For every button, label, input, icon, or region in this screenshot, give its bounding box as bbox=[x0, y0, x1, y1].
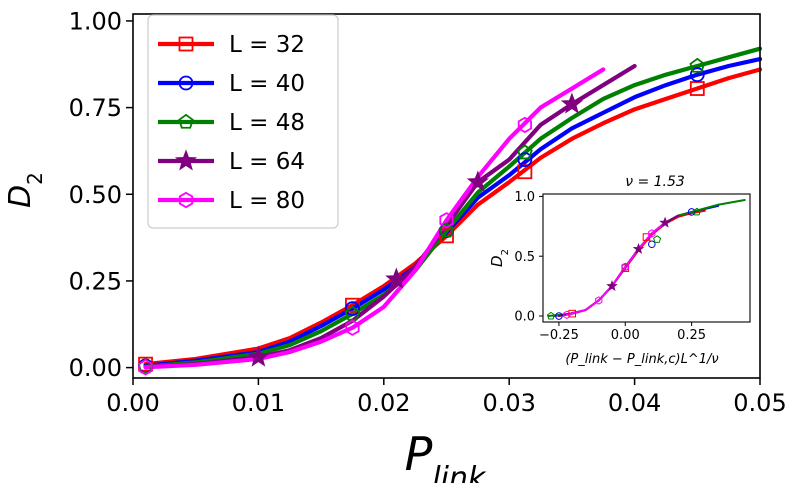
main-series-1-point bbox=[439, 228, 454, 244]
main-series-3-point bbox=[438, 222, 455, 238]
main-y-tick-label: 0.25 bbox=[69, 268, 122, 296]
legend: L = 32 L = 40 L = 48 L = 64 L = 80 bbox=[147, 14, 339, 229]
inset-y-tick-label: 0.0 bbox=[514, 310, 535, 325]
inset-series-4-point bbox=[659, 216, 671, 228]
inset-series-1-point bbox=[642, 233, 651, 241]
main-series-5-point bbox=[439, 212, 454, 229]
main-x-tick-label: 0.05 bbox=[733, 389, 786, 417]
inset-series-2-point bbox=[687, 208, 696, 216]
main-y-tick-label: 0.75 bbox=[69, 94, 122, 122]
inset-series-5-point bbox=[563, 310, 571, 320]
inset-y-axis-label: D2 bbox=[488, 249, 511, 267]
main-plot-frame bbox=[132, 13, 761, 379]
inset-x-tick-label: 0.00 bbox=[611, 328, 640, 343]
legend-label-3: L = 48 bbox=[229, 110, 305, 136]
main-x-tick-label: 0.00 bbox=[106, 389, 159, 417]
main-x-axis-label: Plink bbox=[405, 427, 487, 483]
main-y-tick-label: 0.00 bbox=[69, 354, 122, 382]
inset-title: ν = 1.53 bbox=[625, 174, 685, 190]
inset-y-tick-label: 1.0 bbox=[514, 190, 535, 205]
main-x-axis: 0.00 0.01 0.02 0.03 0.04 0.05 bbox=[106, 378, 787, 417]
main-series-3-point bbox=[517, 144, 533, 160]
inset-plot-frame bbox=[542, 193, 751, 323]
main-y-axis-label-main: D bbox=[3, 185, 38, 208]
main-x-tick-label: 0.04 bbox=[608, 389, 661, 417]
inset-series-2-point bbox=[555, 312, 563, 320]
main-series-5-point bbox=[517, 116, 532, 134]
legend-label-4: L = 64 bbox=[229, 149, 305, 175]
inset-y-tick-label: 0.5 bbox=[514, 250, 535, 265]
inset-x-tick-label: −0.25 bbox=[539, 328, 579, 343]
main-series-4-point bbox=[247, 345, 270, 367]
main-y-axis-label: D2 bbox=[3, 172, 47, 208]
inset-y-axis-label-main: D bbox=[488, 255, 506, 267]
inset-plot: −0.25 0.00 0.25 0.0 0.5 1.0 ν = 1.53 (P_link… bbox=[488, 174, 751, 367]
main-y-tick-label: 1.00 bbox=[69, 8, 122, 36]
main-series-line-3 bbox=[143, 46, 763, 369]
inset-y-axis-label-sub: 2 bbox=[500, 249, 511, 255]
main-x-tick-label: 0.01 bbox=[232, 389, 285, 417]
main-series-2-point bbox=[345, 301, 360, 317]
main-series-3-point bbox=[689, 57, 706, 73]
main-series-markers bbox=[137, 57, 706, 376]
inset-x-tick-label: 0.25 bbox=[677, 328, 706, 343]
inset-x-axis-label: (P_link − P_link,c)L^1/ν bbox=[565, 352, 718, 367]
legend-label-5: L = 80 bbox=[229, 188, 305, 214]
main-x-axis-label-sub: link bbox=[432, 461, 487, 483]
main-y-tick-label: 0.50 bbox=[69, 181, 122, 209]
main-series-4-point bbox=[385, 267, 408, 289]
main-series-4-point bbox=[466, 170, 489, 192]
main-x-tick-label: 0.02 bbox=[357, 389, 410, 417]
main-series-line-2 bbox=[143, 56, 763, 368]
main-y-axis-label-sub: 2 bbox=[23, 172, 47, 185]
main-series-2-point bbox=[689, 67, 705, 83]
main-series-lines bbox=[143, 46, 763, 370]
inset-series-3-point bbox=[692, 207, 701, 216]
main-series-line-1 bbox=[143, 67, 763, 367]
inset-series-4-point bbox=[632, 242, 645, 254]
legend-marker-1 bbox=[178, 36, 194, 52]
inset-series-4-point bbox=[606, 280, 618, 292]
inset-x-axis: −0.25 0.00 0.25 bbox=[539, 322, 706, 343]
main-series-5-point bbox=[138, 359, 153, 376]
main-series-2-point bbox=[517, 152, 533, 168]
inset-series-3-point bbox=[546, 311, 555, 320]
inset-series-2-point bbox=[648, 240, 656, 249]
legend-label-2: L = 40 bbox=[229, 71, 305, 97]
legend-marker-4 bbox=[174, 149, 198, 171]
inset-series-5-point bbox=[595, 296, 603, 305]
inset-series-5-point bbox=[648, 229, 656, 238]
legend-box bbox=[147, 14, 339, 229]
legend-marker-5 bbox=[178, 191, 194, 209]
main-y-axis: 0.00 0.25 0.50 0.75 1.00 bbox=[69, 8, 133, 382]
main-x-tick-label: 0.03 bbox=[482, 389, 535, 417]
legend-label-1: L = 32 bbox=[229, 32, 305, 58]
main-plot: 0.00 0.01 0.02 0.03 0.04 0.05 0.000.250.500.7… bbox=[3, 8, 787, 483]
inset-series-3-point bbox=[653, 235, 662, 243]
main-series-4-point bbox=[560, 92, 583, 114]
legend-marker-3 bbox=[178, 113, 194, 129]
legend-marker-2 bbox=[178, 75, 194, 91]
inset-series-1-point bbox=[568, 309, 576, 318]
main-series-5-point bbox=[345, 319, 360, 336]
inset-x-axis-label-text: (P_link − P_link,c)L^1/ν bbox=[565, 352, 718, 367]
main-x-axis-label-main: P bbox=[405, 427, 433, 481]
legend-entries: L = 32 L = 40 L = 48 L = 64 L = 80 bbox=[158, 32, 305, 214]
inset-background bbox=[543, 194, 750, 322]
inset-series-markers bbox=[546, 207, 701, 320]
inset-y-axis: 0.0 0.5 1.0 bbox=[514, 190, 543, 325]
inset-series-5-point bbox=[621, 262, 629, 272]
